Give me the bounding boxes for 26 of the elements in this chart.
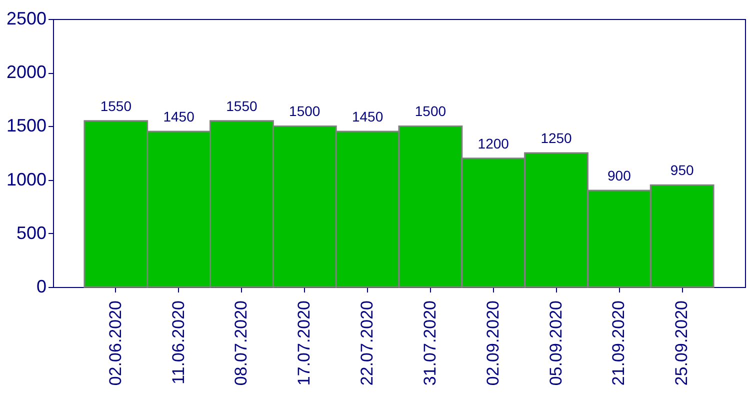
data-label: 1500 — [414, 103, 446, 120]
y-tick-label: 2500 — [6, 8, 46, 28]
x-tick-label: 02.06.2020 — [106, 300, 125, 386]
x-tick-label: 31.07.2020 — [420, 300, 440, 386]
data-label: 950 — [670, 162, 694, 178]
data-label: 1450 — [352, 108, 384, 125]
y-tick-label: 1000 — [6, 169, 46, 190]
data-label: 1250 — [540, 130, 572, 146]
x-tick-label: 11.06.2020 — [168, 300, 188, 384]
data-label: 1450 — [163, 108, 195, 125]
data-label: 1500 — [289, 103, 320, 120]
y-tick-label: 2000 — [6, 62, 46, 82]
x-tick-label: 25.09.2020 — [672, 300, 692, 386]
x-tick-label: 22.07.2020 — [358, 300, 377, 386]
x-tick-label: 21.09.2020 — [609, 300, 628, 386]
data-label: 1550 — [100, 98, 132, 114]
y-tick-label: 500 — [16, 222, 46, 243]
data-label: 1550 — [226, 98, 258, 114]
y-tick-label: 1500 — [6, 116, 46, 136]
x-tick-label: 02.09.2020 — [483, 300, 502, 386]
x-tick-label: 05.09.2020 — [546, 300, 566, 386]
data-label: 900 — [608, 168, 632, 184]
x-tick-label: 08.07.2020 — [232, 300, 251, 386]
data-label: 1200 — [478, 135, 510, 152]
y-tick-label: 0 — [36, 276, 46, 296]
x-tick-label: 17.07.2020 — [294, 300, 314, 386]
